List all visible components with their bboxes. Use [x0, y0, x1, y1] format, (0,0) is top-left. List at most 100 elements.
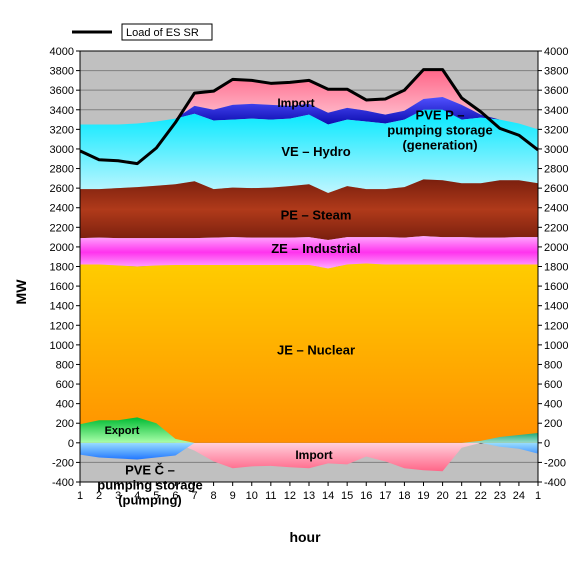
y-tick-label-right: 400	[544, 399, 562, 411]
x-tick-label: 10	[246, 490, 258, 502]
legend-load-label: Load of ES SR	[126, 27, 199, 39]
y-tick-label-right: 3000	[544, 144, 568, 156]
series-label-line: PVE Č –	[125, 463, 175, 478]
y-tick-label: 200	[56, 418, 74, 430]
area-export	[80, 417, 538, 443]
area-pumped-storage-generation	[80, 97, 538, 130]
y-tick-label: -200	[52, 457, 74, 469]
y-tick-label-right: 200	[544, 418, 562, 430]
x-tick-label: 5	[153, 490, 159, 502]
y-tick-label-right: 1400	[544, 301, 568, 313]
y-tick-label-right: 3600	[544, 85, 568, 97]
series-label: PVE Č – pumping storage (pumping)	[97, 463, 202, 508]
load-line-path	[79, 68, 539, 166]
series-label: ZE – Industrial	[271, 241, 361, 256]
x-tick-label: 24	[513, 490, 525, 502]
x-tick-label: 11	[265, 490, 276, 502]
x-tick-label: 6	[172, 490, 178, 502]
y-tick-label: 1000	[50, 340, 74, 352]
y-tick-label-right: 2000	[544, 242, 568, 254]
x-tick-label: 23	[494, 490, 506, 502]
area-nuclear	[80, 263, 538, 443]
x-tick-label: 22	[475, 490, 487, 502]
series-label-line: Import	[295, 448, 332, 462]
y-tick-label: 2600	[50, 183, 74, 195]
x-tick-label: 3	[115, 490, 121, 502]
y-tick-label: 1200	[50, 320, 74, 332]
x-axis: 1 2 3 4 5 6 7 8 9 10 11 12 13 14 15 16 17 18 19 20 21 22 23 24 1	[77, 482, 541, 502]
y-tick-label-right: 3400	[544, 105, 568, 117]
y-tick-label: 2800	[50, 164, 74, 176]
x-tick-label: 20	[436, 490, 448, 502]
series-label-line: VE – Hydro	[281, 144, 350, 159]
y-tick-label-right: 2400	[544, 203, 568, 215]
x-axis-label: hour	[289, 529, 321, 545]
series-label-line: PVE P –	[416, 108, 465, 123]
x-tick-label: 19	[417, 490, 429, 502]
series-label: VE – Hydro	[281, 144, 350, 159]
y-axis-label: MW	[13, 279, 29, 305]
series-label-line: Export	[105, 425, 140, 437]
y-tick-label: 1800	[50, 262, 74, 274]
y-tick-label: -400	[52, 477, 74, 489]
x-tick-label: 12	[284, 490, 296, 502]
area-import	[80, 69, 538, 130]
series-label-line: PE – Steam	[281, 207, 352, 222]
y-tick-label: 800	[56, 359, 74, 371]
y-tick-label: 3000	[50, 144, 74, 156]
y-tick-label: 2400	[50, 203, 74, 215]
legend-box	[121, 23, 213, 41]
y-tick-label: 3800	[50, 66, 74, 78]
y-tick-label-right: 4000	[544, 46, 568, 58]
y-tick-label-right: 1000	[544, 340, 568, 352]
x-tick-label: 18	[398, 490, 410, 502]
y-tick-label-right: 1200	[544, 320, 568, 332]
area-export-right	[80, 433, 538, 443]
series-labels: JE – Nuclear ZE – Industrial PE – Steam VE …	[97, 96, 492, 508]
y-tick-label: 0	[68, 438, 74, 450]
x-tick-label: 17	[379, 490, 391, 502]
series-label-line: JE – Nuclear	[277, 343, 355, 358]
y-tick-label: 400	[56, 399, 74, 411]
y-tick-label: 1400	[50, 301, 74, 313]
x-tick-label: 4	[134, 490, 140, 502]
y-tick-label-right: 2800	[544, 164, 568, 176]
y-tick-label: 3200	[50, 124, 74, 136]
area-industrial	[80, 236, 538, 269]
y-tick-label: 3400	[50, 105, 74, 117]
x-tick-label: 21	[456, 490, 468, 502]
series-label-line: ZE – Industrial	[271, 241, 361, 256]
series-label-line: Import	[277, 96, 314, 110]
series-label: Import	[277, 96, 314, 110]
y-axis-left: -400 -200 0 200 400 600 800 1000 1200 1400 1600 180…	[50, 46, 80, 489]
y-tick-label-right: -400	[544, 477, 566, 489]
series-label-line: (pumping)	[118, 493, 182, 508]
y-axis-right: -400 -200 0 200 400 600 800 1000 1200 1400 1600 180…	[538, 46, 568, 489]
y-tick-label-right: 1800	[544, 262, 568, 274]
y-tick-label: 2000	[50, 242, 74, 254]
area-pumped-storage-pumping	[80, 442, 538, 460]
x-tick-label: 7	[191, 490, 197, 502]
x-tick-label: 15	[341, 490, 353, 502]
y-tick-label-right: 3800	[544, 66, 568, 78]
y-tick-label: 1600	[50, 281, 74, 293]
y-tick-label-right: 2600	[544, 183, 568, 195]
series-label: PVE P – pumping storage (generation)	[387, 108, 492, 153]
series-label: Export	[105, 425, 140, 437]
y-tick-label-right: 800	[544, 359, 562, 371]
x-tick-label: 2	[96, 490, 102, 502]
area-steam	[80, 179, 538, 241]
y-tick-label: 600	[56, 379, 74, 391]
series-label-line: pumping storage	[387, 123, 492, 138]
x-tick-label: 13	[303, 490, 315, 502]
x-tick-label: 1	[77, 490, 83, 502]
legend: Load of ES SR	[72, 23, 213, 41]
series-label-line: (generation)	[402, 138, 477, 153]
y-tick-label-right: 3200	[544, 124, 568, 136]
y-tick-label: 4000	[50, 46, 74, 58]
x-tick-label: 16	[360, 490, 372, 502]
series-label: PE – Steam	[281, 207, 352, 222]
series-label-line: pumping storage	[97, 478, 202, 493]
y-tick-label-right: 600	[544, 379, 562, 391]
x-tick-label: 8	[211, 490, 217, 502]
